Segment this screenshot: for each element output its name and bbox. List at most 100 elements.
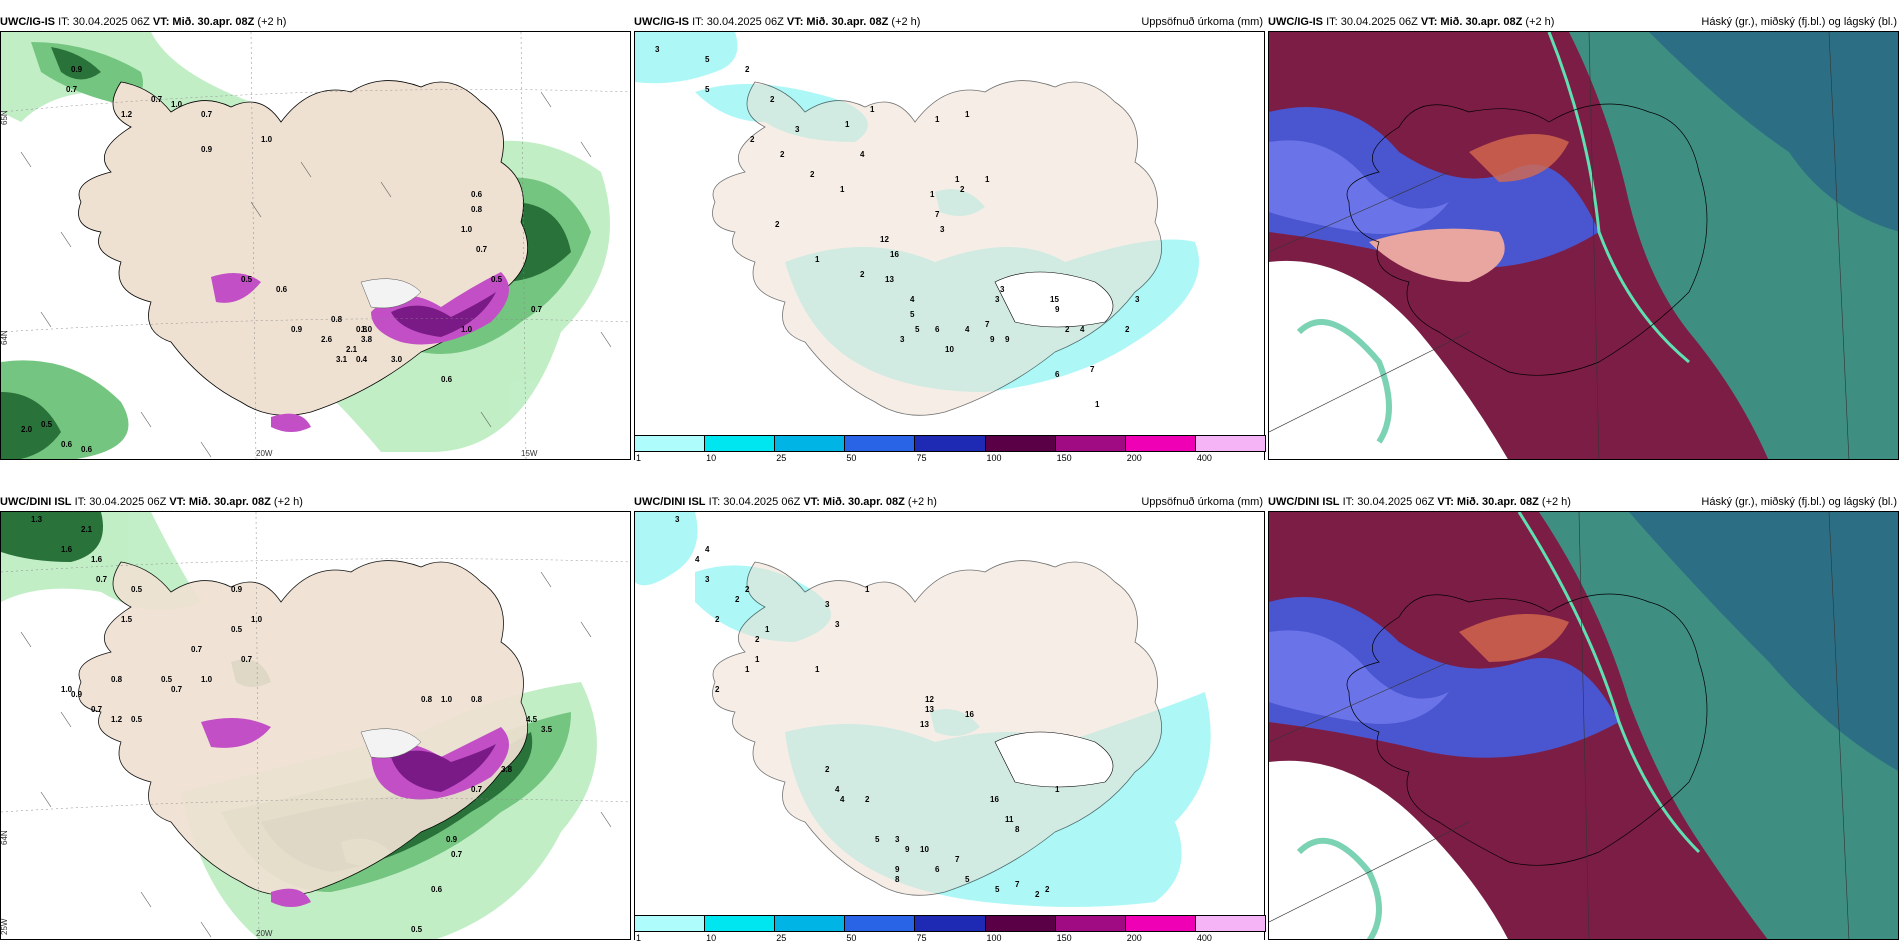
lon-label-15: 15W — [521, 449, 538, 458]
precip-value-label: 1.0 — [251, 615, 263, 624]
precip-value-label: 6 — [935, 865, 940, 874]
precip-value-label: 8 — [895, 875, 900, 884]
precip-value-label: 2 — [860, 270, 865, 279]
colorbar-swatch — [1054, 435, 1126, 452]
valid-time-label: VT: — [169, 496, 186, 508]
precip-value-label: 0.7 — [451, 850, 463, 859]
precip-value-label: 1 — [1055, 785, 1060, 794]
precip-value-label: 1.6 — [61, 545, 73, 554]
precip-value-label: 1 — [840, 185, 845, 194]
precip-point-labels: 0.90.71.20.71.00.70.91.00.60.81.00.70.50… — [21, 65, 543, 454]
precip-value-label: 4 — [695, 555, 700, 564]
colorbar-swatch — [1124, 915, 1196, 932]
colorbar-tick-label: 100 — [986, 453, 1002, 463]
precip-value-label: 2 — [715, 685, 720, 694]
panel-header: UWC/DINI ISL IT: 30.04.2025 06Z VT: Mið.… — [634, 493, 1265, 511]
precip-value-label: 7 — [985, 320, 990, 329]
map-svg — [1269, 512, 1898, 939]
precip-value-label: 1.0 — [441, 695, 453, 704]
precip-value-label: 9 — [905, 845, 910, 854]
precip-value-label: 2 — [750, 135, 755, 144]
precip-value-label: 1.2 — [121, 110, 133, 119]
model-name: UWC/DINI ISL — [0, 496, 72, 508]
precip-value-label: 7 — [1015, 880, 1020, 889]
precip-value-label: 0.7 — [201, 110, 213, 119]
valid-time: Mið. 30.apr. 08Z — [188, 496, 271, 508]
precip-value-label: 0.5 — [411, 925, 423, 934]
colorbar-tick-label: 100 — [986, 933, 1002, 943]
lead-time: (+2 h) — [891, 16, 921, 28]
precip-value-label: 10 — [945, 345, 954, 354]
precip-value-label: 16 — [990, 795, 999, 804]
valid-time-label: VT: — [803, 496, 820, 508]
precip-value-label: 3.8 — [501, 765, 513, 774]
precip-value-label: 11 — [1005, 815, 1014, 824]
panel-header: UWC/DINI ISL IT: 30.04.2025 06Z VT: Mið.… — [1268, 493, 1899, 511]
colorbar-swatch — [844, 435, 916, 452]
lon-label-20: 20W — [256, 929, 273, 938]
precip-point-labels: 1.32.11.61.60.70.51.50.91.00.50.70.70.5 1… — [31, 515, 553, 934]
precip-value-label: 3 — [940, 225, 945, 234]
precip-value-label: 16 — [965, 710, 974, 719]
precip-value-label: 0.7 — [241, 655, 253, 664]
colorbar-swatch — [774, 435, 846, 452]
colorbar: 1 10 25 50 75 100 150 200 400 — [634, 915, 1266, 945]
precip-value-label: 0.9 — [71, 65, 83, 74]
colorbar: 1 10 25 50 75 100 150 200 400 — [634, 435, 1266, 465]
colorbar-tick-label: 1 — [636, 453, 642, 463]
lead-time: (+2 h) — [1541, 496, 1571, 508]
precip-value-label: 3.8 — [361, 335, 373, 344]
valid-time-label: VT: — [786, 16, 804, 28]
precip-value-label: 2 — [960, 185, 965, 194]
precip-value-label: 2 — [1125, 325, 1130, 334]
model-name: UWC/IG-IS — [634, 16, 689, 28]
precip-value-label: 2.6 — [321, 335, 333, 344]
map-accum-precip-top: 3 5 5 2 2 3 2 2 1 4 1 2 1 1 1 1 1 2 1 2 1 7 3 2 12 16 13 4 5 5 6 4 3 10 9 7… — [634, 31, 1265, 460]
map-accum-precip-bottom: 3 4 4 3 2 2 2 2 1 1 1 2 1 3 3 1 12 13 13 16 2 4 4 2 5 3 9 10 9 8 6 7 16 1… — [634, 511, 1265, 940]
precip-value-label: 2 — [770, 95, 775, 104]
colorbar-swatch — [914, 915, 986, 932]
precip-value-label: 1 — [845, 120, 850, 129]
precip-value-label: 8 — [1015, 825, 1020, 834]
panel-variable-title: Háský (gr.), miðský (fj.bl.) og lágský (… — [1701, 496, 1897, 508]
precip-value-label: 1 — [745, 665, 750, 674]
colorbar-swatch — [704, 435, 776, 452]
precip-value-label: 1.2 — [111, 715, 123, 724]
precip-value-label: 1.0 — [461, 325, 473, 334]
init-time: IT: 30.04.2025 06Z — [1342, 496, 1435, 508]
precip-value-label: 2.1 — [346, 345, 358, 354]
precip-value-label: 5 — [705, 55, 710, 64]
precip-value-label: 4 — [1080, 325, 1085, 334]
init-time: IT: 30.04.2025 06Z — [708, 496, 801, 508]
precip-value-label: 3 — [995, 295, 1000, 304]
panel-top-clouds: UWC/IG-IS IT: 30.04.2025 06Z VT: Mið. 30… — [1268, 13, 1899, 463]
valid-time: Mið. 30.apr. 08Z — [822, 496, 905, 508]
map-clouds-top — [1268, 31, 1899, 460]
precip-value-label: 1 — [865, 585, 870, 594]
map-svg: 64N 20W 25W 1.32.11.61.60.70.51.50.91.00… — [1, 512, 630, 939]
lon-label-20: 20W — [256, 449, 273, 458]
valid-time: Mið. 30.apr. 08Z — [1456, 496, 1539, 508]
precip-value-label: 3.5 — [541, 725, 553, 734]
precip-value-label: 0.5 — [491, 275, 503, 284]
precip-value-label: 1.0 — [201, 675, 213, 684]
precip-value-label: 0.5 — [131, 715, 143, 724]
precip-value-label: 2 — [1035, 890, 1040, 899]
panel-top-accum-precip: UWC/IG-IS IT: 30.04.2025 06Z VT: Mið. 30… — [634, 13, 1266, 465]
lead-time: (+2 h) — [273, 496, 303, 508]
precip-value-label: 6 — [935, 325, 940, 334]
colorbar-tick-label: 150 — [1056, 933, 1072, 943]
precip-value-label: 2 — [745, 65, 750, 74]
precip-value-label: 16 — [890, 250, 899, 259]
precip-value-label: 0.5 — [231, 625, 243, 634]
precip-value-label: 0.7 — [96, 575, 108, 584]
colorbar-swatch — [844, 915, 916, 932]
precip-value-label: 2 — [745, 585, 750, 594]
colorbar-swatch — [774, 915, 846, 932]
precip-value-label: 13 — [885, 275, 894, 284]
map-wind-precip-top: 65N 64N 20W 15W 0.9 0.7 1.2 0.7 1.0 0.7 0.9 1.0… — [0, 31, 631, 460]
precip-value-label: 2.0 — [21, 425, 33, 434]
valid-time-label: VT: — [1420, 16, 1438, 28]
